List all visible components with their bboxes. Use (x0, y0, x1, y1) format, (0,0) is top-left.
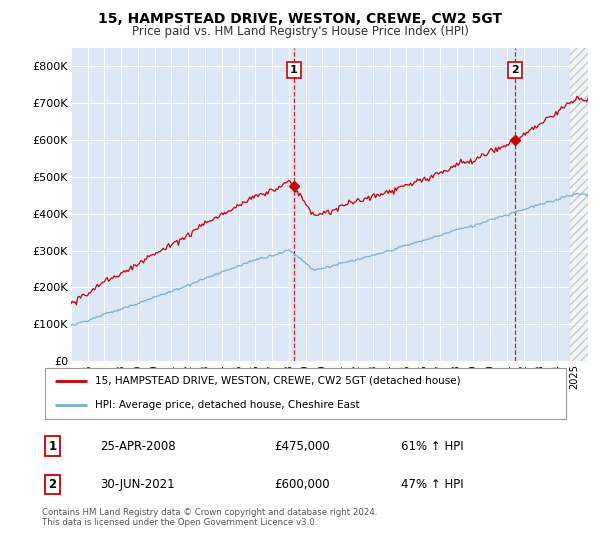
Text: HPI: Average price, detached house, Cheshire East: HPI: Average price, detached house, Ches… (95, 400, 359, 410)
Text: 47% ↑ HPI: 47% ↑ HPI (401, 478, 464, 491)
Text: £600,000: £600,000 (274, 478, 330, 491)
Text: 2: 2 (49, 478, 56, 491)
Text: 30-JUN-2021: 30-JUN-2021 (100, 478, 175, 491)
Text: 2: 2 (511, 65, 519, 74)
Text: Contains HM Land Registry data © Crown copyright and database right 2024.
This d: Contains HM Land Registry data © Crown c… (42, 508, 377, 528)
Text: 1: 1 (290, 65, 298, 74)
Polygon shape (570, 48, 588, 361)
Text: 25-APR-2008: 25-APR-2008 (100, 440, 176, 452)
Text: 15, HAMPSTEAD DRIVE, WESTON, CREWE, CW2 5GT: 15, HAMPSTEAD DRIVE, WESTON, CREWE, CW2 … (98, 12, 502, 26)
Text: 15, HAMPSTEAD DRIVE, WESTON, CREWE, CW2 5GT (detached house): 15, HAMPSTEAD DRIVE, WESTON, CREWE, CW2 … (95, 376, 460, 385)
Text: 61% ↑ HPI: 61% ↑ HPI (401, 440, 464, 452)
Text: 1: 1 (49, 440, 56, 452)
FancyBboxPatch shape (44, 368, 566, 419)
Text: £475,000: £475,000 (274, 440, 330, 452)
Text: Price paid vs. HM Land Registry's House Price Index (HPI): Price paid vs. HM Land Registry's House … (131, 25, 469, 38)
